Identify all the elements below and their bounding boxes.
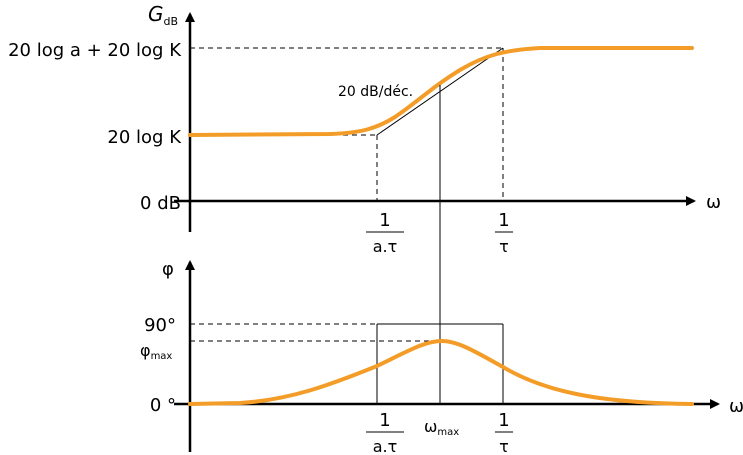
phase-zero-label: 0 °	[150, 395, 176, 416]
svg-text:a.τ: a.τ	[373, 437, 398, 455]
slope-label: 20 dB/déc.	[338, 84, 413, 100]
gain-curve	[188, 46, 694, 137]
phase-curve	[188, 339, 694, 406]
svg-text:τ: τ	[499, 237, 509, 256]
omega-max-label: ωmax	[424, 417, 459, 438]
gain-break2-fraction: 1 τ	[495, 210, 513, 256]
phase-90-label: 90°	[144, 315, 176, 336]
svg-text:1: 1	[498, 410, 509, 431]
svg-text:1: 1	[498, 210, 509, 231]
phi-max-label: φmax	[140, 341, 172, 362]
svg-text:1: 1	[379, 210, 390, 231]
svg-text:1: 1	[379, 410, 390, 431]
phase-break2-fraction: 1 τ	[495, 410, 513, 455]
gain-zero-label: 0 dB	[140, 193, 181, 214]
phase-break1-fraction: 1 a.τ	[366, 410, 404, 455]
gain-break1-fraction: 1 a.τ	[366, 210, 404, 256]
svg-text:τ: τ	[499, 437, 509, 455]
gain-level-low-label: 20 log K	[107, 127, 182, 148]
phase-plot: φ ω 90° φmax 0 ° 1 a.τ ωmax 1 τ	[140, 259, 743, 455]
phase-axis-label: φ	[162, 259, 174, 280]
gain-omega-label: ω	[706, 192, 721, 213]
phase-omega-label: ω	[729, 396, 743, 417]
gain-plot: GdB ω 20 log a + 20 log K 20 log K 0 dB …	[8, 2, 721, 256]
gain-axis-label: GdB	[148, 2, 178, 28]
svg-text:a.τ: a.τ	[373, 237, 398, 256]
gain-level-high-label: 20 log a + 20 log K	[8, 40, 182, 61]
